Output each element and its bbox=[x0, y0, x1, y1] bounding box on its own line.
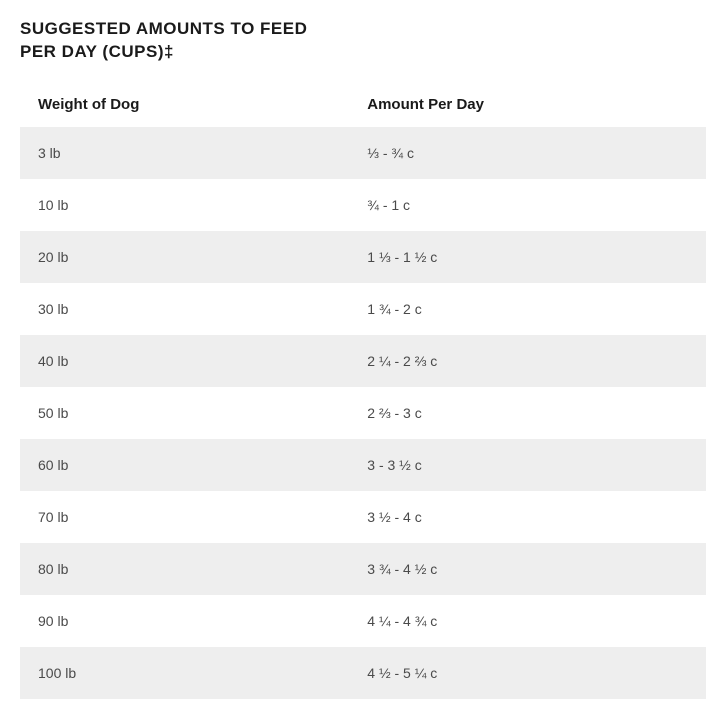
cell-weight: 10 lb bbox=[20, 179, 349, 231]
cell-weight: 50 lb bbox=[20, 387, 349, 439]
cell-amount: 3 ½ - 4 c bbox=[349, 491, 706, 543]
cell-amount: 3 ¾ - 4 ½ c bbox=[349, 543, 706, 595]
table-header-row: Weight of Dog Amount Per Day bbox=[20, 86, 706, 127]
table-row: 60 lb 3 - 3 ½ c bbox=[20, 439, 706, 491]
column-header-weight: Weight of Dog bbox=[20, 86, 349, 127]
cell-weight: 3 lb bbox=[20, 127, 349, 179]
cell-amount: ⅓ - ¾ c bbox=[349, 127, 706, 179]
title-line-2: PER DAY (CUPS)‡ bbox=[20, 42, 174, 61]
cell-amount: 1 ⅓ - 1 ½ c bbox=[349, 231, 706, 283]
cell-amount: 4 ½ - 5 ¼ c bbox=[349, 647, 706, 699]
cell-weight: 80 lb bbox=[20, 543, 349, 595]
cell-weight: 20 lb bbox=[20, 231, 349, 283]
cell-amount: 2 ⅔ - 3 c bbox=[349, 387, 706, 439]
feeding-table: Weight of Dog Amount Per Day 3 lb ⅓ - ¾ … bbox=[20, 86, 706, 699]
table-row: 50 lb 2 ⅔ - 3 c bbox=[20, 387, 706, 439]
table-row: 40 lb 2 ¼ - 2 ⅔ c bbox=[20, 335, 706, 387]
page-title: SUGGESTED AMOUNTS TO FEED PER DAY (CUPS)… bbox=[20, 18, 706, 64]
table-row: 10 lb ¾ - 1 c bbox=[20, 179, 706, 231]
title-line-1: SUGGESTED AMOUNTS TO FEED bbox=[20, 19, 307, 38]
table-row: 30 lb 1 ¾ - 2 c bbox=[20, 283, 706, 335]
cell-amount: 4 ¼ - 4 ¾ c bbox=[349, 595, 706, 647]
cell-amount: 1 ¾ - 2 c bbox=[349, 283, 706, 335]
cell-amount: 3 - 3 ½ c bbox=[349, 439, 706, 491]
cell-weight: 30 lb bbox=[20, 283, 349, 335]
table-row: 100 lb 4 ½ - 5 ¼ c bbox=[20, 647, 706, 699]
cell-amount: ¾ - 1 c bbox=[349, 179, 706, 231]
cell-weight: 100 lb bbox=[20, 647, 349, 699]
table-row: 90 lb 4 ¼ - 4 ¾ c bbox=[20, 595, 706, 647]
cell-amount: 2 ¼ - 2 ⅔ c bbox=[349, 335, 706, 387]
table-row: 70 lb 3 ½ - 4 c bbox=[20, 491, 706, 543]
cell-weight: 40 lb bbox=[20, 335, 349, 387]
table-row: 3 lb ⅓ - ¾ c bbox=[20, 127, 706, 179]
cell-weight: 90 lb bbox=[20, 595, 349, 647]
cell-weight: 60 lb bbox=[20, 439, 349, 491]
column-header-amount: Amount Per Day bbox=[349, 86, 706, 127]
cell-weight: 70 lb bbox=[20, 491, 349, 543]
table-row: 80 lb 3 ¾ - 4 ½ c bbox=[20, 543, 706, 595]
table-row: 20 lb 1 ⅓ - 1 ½ c bbox=[20, 231, 706, 283]
